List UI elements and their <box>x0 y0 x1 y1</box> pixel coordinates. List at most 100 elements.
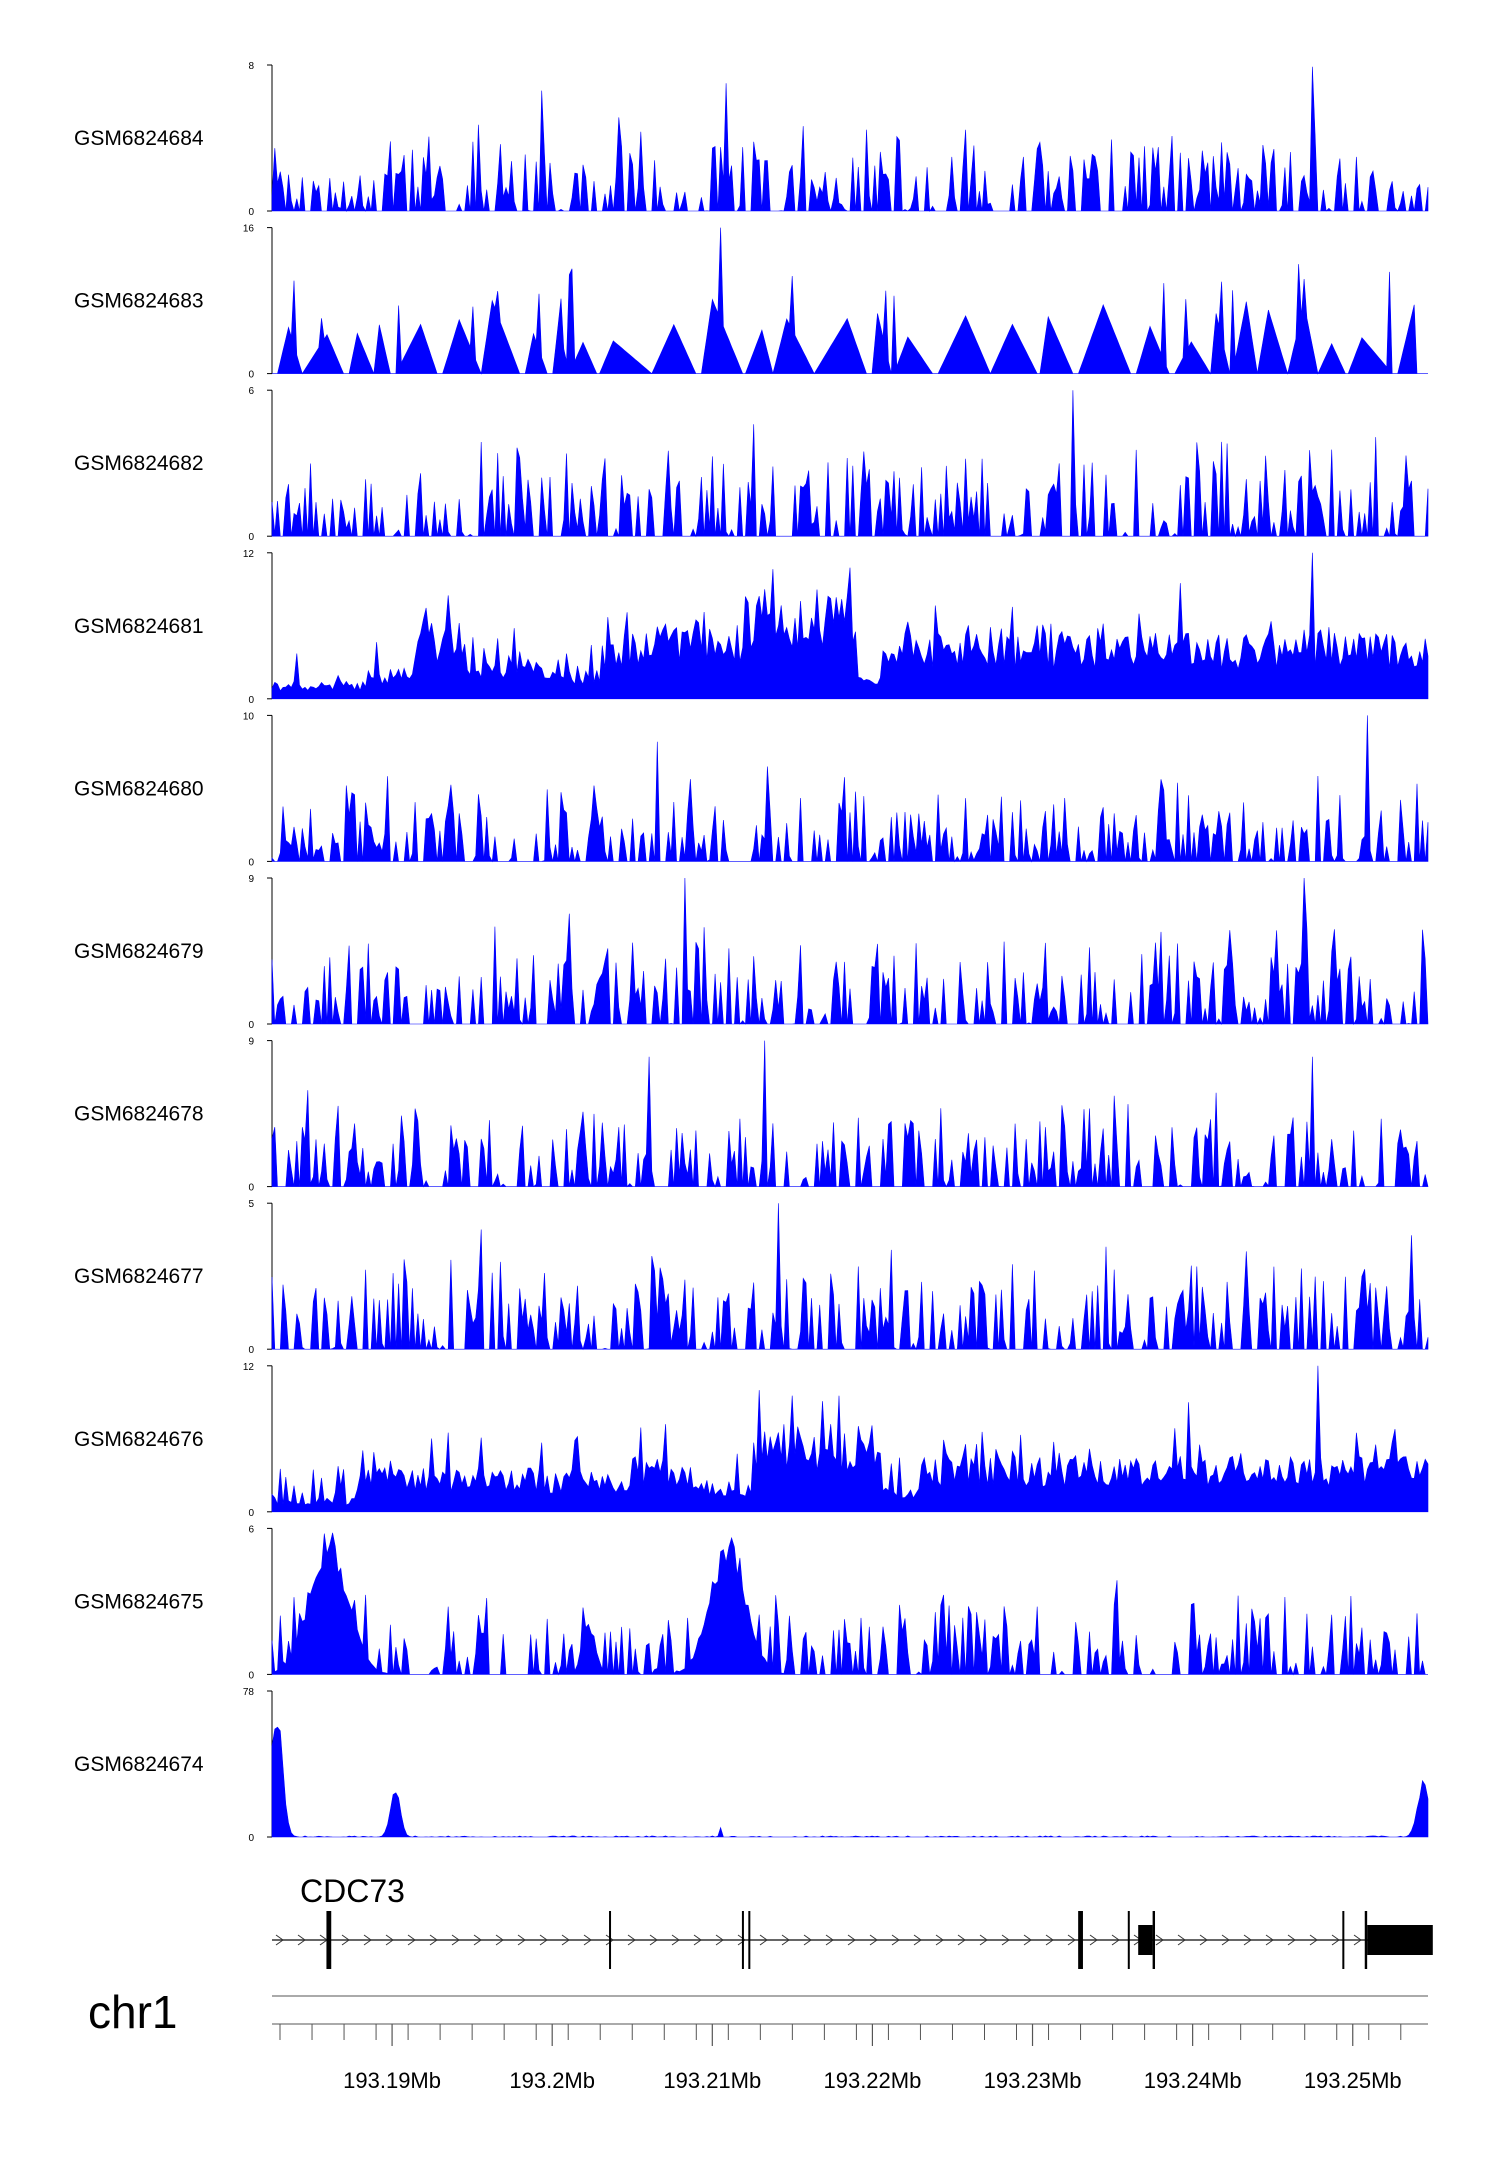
coverage-area <box>271 66 1429 213</box>
strand-arrow <box>1001 1934 1010 1946</box>
track-GSM6824681: GSM6824681 12 0 <box>74 549 1429 706</box>
y-max-label: 10 <box>243 711 255 722</box>
track-label: GSM6824683 <box>74 290 204 313</box>
strand-arrow <box>759 1934 768 1946</box>
axis-tick-label: 193.21Mb <box>663 2068 761 2093</box>
strand-arrow <box>561 1934 570 1946</box>
y-max-label: 9 <box>248 1037 254 1048</box>
y-min-label: 0 <box>248 857 254 868</box>
strand-arrow <box>451 1934 460 1946</box>
strand-arrow <box>429 1934 438 1946</box>
strand-arrow <box>737 1934 746 1946</box>
strand-arrow <box>847 1934 856 1946</box>
track-GSM6824682: GSM6824682 6 0 <box>74 386 1429 543</box>
track-GSM6824677: GSM6824677 5 0 <box>74 1199 1429 1356</box>
coverage-area <box>272 227 1428 375</box>
coverage-area <box>271 390 1429 538</box>
track-label: GSM6824678 <box>74 1103 204 1126</box>
strand-arrow <box>583 1934 592 1946</box>
y-min-label: 0 <box>248 1183 254 1194</box>
gene-track: CDC73 <box>272 1873 1433 1969</box>
exon <box>1138 1925 1153 1955</box>
strand-arrow <box>935 1934 944 1946</box>
exon <box>741 1911 744 1969</box>
tracks: GSM682468480GSM6824683160GSM682468260GSM… <box>74 61 1429 1844</box>
exon <box>326 1911 332 1969</box>
strand-arrow <box>385 1934 394 1946</box>
coverage-area <box>271 1203 1429 1351</box>
track-GSM6824679: GSM6824679 9 0 <box>74 874 1429 1031</box>
y-min-label: 0 <box>248 695 254 706</box>
y-max-label: 9 <box>248 874 254 885</box>
strand-arrow <box>1023 1934 1032 1946</box>
exon <box>1367 1925 1433 1955</box>
y-max-label: 6 <box>248 386 254 397</box>
strand-arrow <box>605 1934 614 1946</box>
track-label: GSM6824682 <box>74 452 204 475</box>
y-min-label: 0 <box>248 1833 254 1844</box>
strand-arrow <box>1331 1934 1340 1946</box>
strand-arrow <box>1265 1934 1274 1946</box>
y-max-label: 6 <box>248 1524 254 1535</box>
strand-arrow <box>1111 1934 1120 1946</box>
strand-arrow <box>1089 1934 1098 1946</box>
axis-tick-label: 193.19Mb <box>343 2068 441 2093</box>
track-label: GSM6824680 <box>74 777 204 800</box>
strand-arrow <box>297 1934 306 1946</box>
strand-arrow <box>1067 1934 1076 1946</box>
strand-arrow <box>363 1934 372 1946</box>
strand-arrow <box>803 1934 812 1946</box>
track-label: GSM6824684 <box>74 127 204 150</box>
axis-tick-label: 193.25Mb <box>1304 2068 1402 2093</box>
strand-arrow <box>649 1934 658 1946</box>
y-max-label: 5 <box>248 1199 254 1210</box>
coverage-area <box>271 1726 1429 1838</box>
exon <box>609 1911 612 1969</box>
exon <box>1152 1911 1156 1969</box>
strand-arrow <box>1221 1934 1230 1946</box>
strand-arrow <box>781 1934 790 1946</box>
coverage-area <box>271 552 1429 700</box>
coverage-area <box>271 1532 1428 1676</box>
strand-arrow <box>979 1934 988 1946</box>
strand-arrow <box>1309 1934 1318 1946</box>
strand-arrow <box>495 1934 504 1946</box>
chromosome-label: chr1 <box>88 1986 177 2038</box>
y-max-label: 78 <box>243 1687 255 1698</box>
exon <box>1127 1911 1130 1969</box>
coverage-area <box>271 1365 1429 1513</box>
y-min-label: 0 <box>248 1508 254 1519</box>
strand-arrow <box>1243 1934 1252 1946</box>
y-min-label: 0 <box>248 1020 254 1031</box>
axis-tick-label: 193.23Mb <box>984 2068 1082 2093</box>
track-label: GSM6824674 <box>74 1753 204 1776</box>
strand-arrow <box>957 1934 966 1946</box>
strand-arrow <box>539 1934 548 1946</box>
strand-arrow <box>407 1934 416 1946</box>
strand-arrow <box>1155 1934 1164 1946</box>
axis-tick-label: 193.24Mb <box>1144 2068 1242 2093</box>
y-min-label: 0 <box>248 370 254 381</box>
strand-arrow <box>341 1934 350 1946</box>
strand-arrow <box>891 1934 900 1946</box>
coverage-area <box>271 877 1429 1026</box>
strand-arrow <box>1177 1934 1186 1946</box>
strand-arrow <box>1353 1934 1362 1946</box>
track-GSM6824675: GSM6824675 6 0 <box>74 1524 1428 1681</box>
strand-arrow <box>627 1934 636 1946</box>
strand-arrow <box>869 1934 878 1946</box>
strand-arrow <box>825 1934 834 1946</box>
track-GSM6824676: GSM6824676 12 0 <box>74 1362 1429 1519</box>
strand-arrow <box>473 1934 482 1946</box>
track-label: GSM6824675 <box>74 1590 204 1613</box>
track-GSM6824674: GSM6824674 78 0 <box>74 1687 1429 1844</box>
genome-axis: chr1 193.19Mb 193.2Mb 193.21Mb 193.22Mb 193.2… <box>88 1986 1428 2093</box>
y-min-label: 0 <box>248 207 254 218</box>
y-min-label: 0 <box>248 1670 254 1681</box>
strand-arrow <box>1199 1934 1208 1946</box>
track-GSM6824678: GSM6824678 9 0 <box>74 1037 1429 1194</box>
y-max-label: 12 <box>243 549 255 560</box>
exon <box>1364 1911 1368 1969</box>
strand-arrow <box>715 1934 724 1946</box>
